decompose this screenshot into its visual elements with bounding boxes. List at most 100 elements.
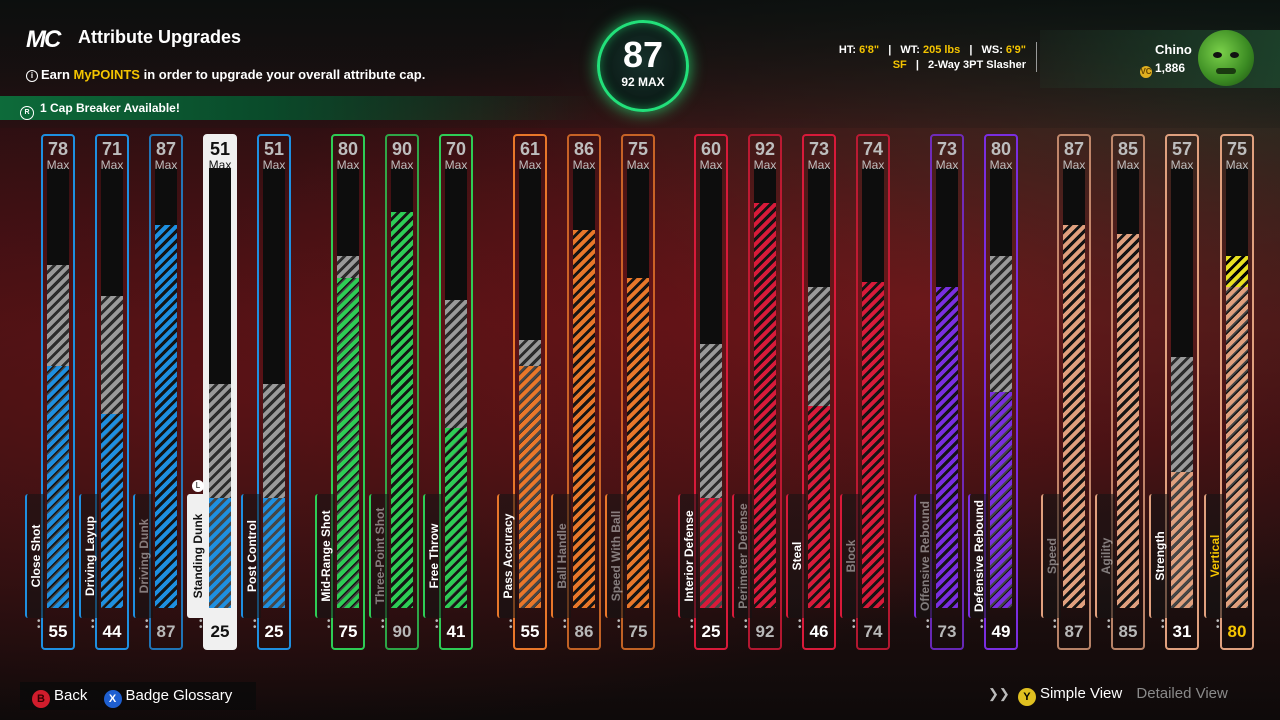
- attribute-bar[interactable]: 86 Max Ball Handle 86 • •: [551, 134, 601, 650]
- x-button-icon[interactable]: X: [103, 690, 122, 708]
- bar-frame: [930, 134, 964, 650]
- y-button-icon[interactable]: Y: [1017, 688, 1036, 706]
- attribute-bar[interactable]: 80 Max Defensive Rebound 49 • •: [968, 134, 1018, 650]
- current-value-fill: [209, 498, 231, 608]
- attribute-bar[interactable]: 78 Max Close Shot 55 • •: [25, 134, 75, 650]
- current-value: 92: [755, 622, 775, 641]
- info-icon: i: [26, 70, 38, 82]
- attribute-label-tab: Offensive Rebound: [914, 494, 934, 618]
- attribute-label: Close Shot: [29, 524, 43, 588]
- max-value: 78: [47, 139, 69, 159]
- current-value-fill: [1171, 471, 1193, 608]
- max-label: Max: [989, 158, 1013, 172]
- bar-track: [155, 168, 177, 608]
- mypoints-highlight: MyPOINTS: [73, 67, 140, 82]
- bar-frame: [748, 134, 782, 650]
- max-value: 73: [936, 139, 958, 159]
- attribute-bar[interactable]: 90 Max Three-Point Shot 90 • •: [369, 134, 419, 650]
- attribute-label-tab: Post Control: [241, 494, 261, 618]
- max-value: 90: [391, 139, 413, 159]
- attribute-label-tab: Three-Point Shot: [369, 494, 389, 618]
- attribute-bar[interactable]: 57 Max Strength 31 • •: [1149, 134, 1199, 650]
- max-value: 51: [263, 139, 285, 159]
- b-button-icon[interactable]: B: [32, 690, 50, 708]
- max-label: Max: [444, 158, 468, 172]
- badge-glossary-button[interactable]: Badge Glossary: [125, 687, 233, 704]
- current-value-fill: [862, 282, 884, 608]
- max-value: 75: [627, 139, 649, 159]
- attribute-label-tab: Interior Defense: [678, 494, 698, 618]
- attribute-bar[interactable]: 75 Max Vertical 80 • •: [1204, 134, 1254, 650]
- drag-dots-icon: • •: [37, 616, 41, 633]
- current-value-fill: [519, 366, 541, 608]
- drag-dots-icon: • •: [798, 616, 802, 633]
- drag-dots-icon: • •: [1161, 616, 1165, 633]
- attribute-bar[interactable]: 51 Max Post Control 25 • •: [241, 134, 291, 650]
- bar-frame: [856, 134, 890, 650]
- attribute-label: Standing Dunk: [191, 513, 205, 599]
- bar-frame: [41, 134, 75, 650]
- max-value: 73: [808, 139, 830, 159]
- bar-track: [519, 168, 541, 608]
- cap-breaker-label: 1 Cap Breaker Available!: [40, 101, 180, 115]
- attribute-bar[interactable]: 80 Max Mid-Range Shot 75 • •: [315, 134, 365, 650]
- attribute-bar[interactable]: 60 Max Interior Defense 25 • •: [678, 134, 728, 650]
- attribute-bar[interactable]: 51 Max Standing Dunk L 25 • •: [187, 134, 237, 650]
- current-value: 31: [1172, 622, 1192, 641]
- current-value-fill: [445, 427, 467, 608]
- attribute-label-tab: Driving Layup: [79, 494, 99, 618]
- wingspan-value: 6'9": [1005, 44, 1026, 56]
- attribute-bar[interactable]: 92 Max Perimeter Defense 92 • •: [732, 134, 782, 650]
- attribute-label-tab: Mid-Range Shot: [315, 494, 335, 618]
- current-value-fill: [700, 498, 722, 608]
- max-label: Max: [336, 158, 360, 172]
- separator: |: [888, 44, 892, 56]
- attribute-label: Ball Handle: [555, 523, 569, 589]
- simple-view-toggle[interactable]: Simple View: [1039, 685, 1123, 702]
- current-value-fill: [754, 203, 776, 608]
- current-value: 73: [937, 622, 957, 641]
- bar-frame: [621, 134, 655, 650]
- bar-track: [391, 168, 413, 608]
- attribute-bar[interactable]: 61 Max Pass Accuracy 55 • •: [497, 134, 547, 650]
- attribute-bar[interactable]: 85 Max Agility 85 • •: [1095, 134, 1145, 650]
- max-label: Max: [1116, 158, 1140, 172]
- drag-dots-icon: • •: [617, 616, 621, 633]
- current-value: 46: [809, 622, 829, 641]
- drag-dots-icon: • •: [690, 616, 694, 633]
- max-label: Max: [208, 158, 232, 172]
- attribute-bar[interactable]: 71 Max Driving Layup 44 • •: [79, 134, 129, 650]
- attribute-label: Offensive Rebound: [918, 500, 932, 612]
- attribute-label-tab: Block: [840, 494, 860, 618]
- avatar-mouth: [1216, 68, 1236, 74]
- back-button[interactable]: Back: [54, 687, 88, 704]
- position-value: SF: [892, 59, 907, 71]
- bar-frame: [984, 134, 1018, 650]
- detailed-view-toggle[interactable]: Detailed View: [1136, 685, 1228, 702]
- bar-track: [47, 168, 69, 608]
- attribute-bar[interactable]: 75 Max Speed With Ball 75 • •: [605, 134, 655, 650]
- drag-dots-icon: • •: [253, 616, 257, 633]
- max-value: 85: [1117, 139, 1139, 159]
- bar-track: [1171, 168, 1193, 608]
- attribute-bar[interactable]: 74 Max Block 74 • •: [840, 134, 890, 650]
- attribute-label-tab: Speed: [1041, 494, 1061, 618]
- drag-dots-icon: • •: [509, 616, 513, 633]
- overall-value: 87: [622, 34, 664, 75]
- bar-frame: [385, 134, 419, 650]
- attribute-bar[interactable]: 87 Max Speed 87 • •: [1041, 134, 1091, 650]
- attribute-bar[interactable]: 70 Max Free Throw 41 • •: [423, 134, 473, 650]
- bar-frame: [257, 134, 291, 650]
- attribute-bar[interactable]: 73 Max Offensive Rebound 73 • •: [914, 134, 964, 650]
- cap-breaker-bar: R 1 Cap Breaker Available!: [0, 96, 600, 120]
- attribute-label: Speed: [1045, 537, 1059, 575]
- drag-dots-icon: • •: [744, 616, 748, 633]
- drag-dots-icon: • •: [199, 616, 203, 633]
- bar-frame: [1057, 134, 1091, 650]
- drag-dots-icon: • •: [327, 616, 331, 633]
- drag-dots-icon: • •: [1216, 616, 1220, 633]
- current-value: 85: [1118, 622, 1138, 641]
- current-value-fill: [1117, 234, 1139, 608]
- attribute-bar[interactable]: 87 Max Driving Dunk 87 • •: [133, 134, 183, 650]
- attribute-bar[interactable]: 73 Max Steal 46 • •: [786, 134, 836, 650]
